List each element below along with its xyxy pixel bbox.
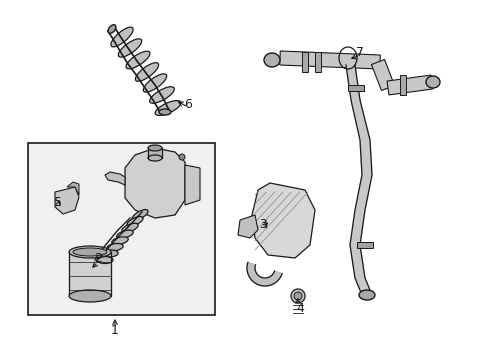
Circle shape <box>179 154 184 160</box>
Polygon shape <box>69 252 111 296</box>
Polygon shape <box>346 65 371 295</box>
Bar <box>356 242 372 248</box>
Ellipse shape <box>143 74 166 92</box>
Text: 4: 4 <box>295 302 304 315</box>
Ellipse shape <box>149 87 174 103</box>
Polygon shape <box>55 187 79 214</box>
Polygon shape <box>184 165 200 205</box>
Ellipse shape <box>135 63 158 81</box>
Ellipse shape <box>102 250 118 257</box>
Ellipse shape <box>117 230 133 238</box>
Polygon shape <box>238 215 258 238</box>
Ellipse shape <box>69 246 111 258</box>
Polygon shape <box>251 183 314 258</box>
Polygon shape <box>371 59 394 90</box>
Polygon shape <box>125 148 184 218</box>
Text: 2: 2 <box>94 252 102 265</box>
Text: 5: 5 <box>54 195 62 208</box>
Ellipse shape <box>425 76 439 88</box>
Text: 1: 1 <box>111 324 119 337</box>
Ellipse shape <box>73 248 107 256</box>
Ellipse shape <box>69 290 111 302</box>
Text: 6: 6 <box>183 99 192 112</box>
Ellipse shape <box>159 109 171 115</box>
Ellipse shape <box>111 27 133 47</box>
Polygon shape <box>246 262 282 286</box>
Polygon shape <box>386 75 432 95</box>
Ellipse shape <box>264 53 280 67</box>
Text: 3: 3 <box>259 219 266 231</box>
Circle shape <box>290 289 305 303</box>
Bar <box>302 52 307 72</box>
Bar <box>347 85 363 91</box>
Ellipse shape <box>148 155 162 161</box>
Ellipse shape <box>358 290 374 300</box>
Ellipse shape <box>148 145 162 151</box>
Ellipse shape <box>122 223 138 233</box>
Ellipse shape <box>132 210 148 220</box>
Ellipse shape <box>118 39 142 57</box>
Circle shape <box>293 292 302 300</box>
Polygon shape <box>67 182 79 195</box>
Bar <box>28 143 215 315</box>
Ellipse shape <box>155 100 181 116</box>
Ellipse shape <box>126 216 143 226</box>
Bar <box>314 52 320 72</box>
Ellipse shape <box>97 256 113 264</box>
Text: 7: 7 <box>355 45 363 58</box>
Ellipse shape <box>108 25 116 33</box>
Polygon shape <box>148 148 162 158</box>
Ellipse shape <box>126 51 150 69</box>
Polygon shape <box>279 51 380 69</box>
Ellipse shape <box>112 237 128 244</box>
Bar <box>399 75 405 95</box>
Polygon shape <box>105 172 125 185</box>
Ellipse shape <box>106 243 123 251</box>
